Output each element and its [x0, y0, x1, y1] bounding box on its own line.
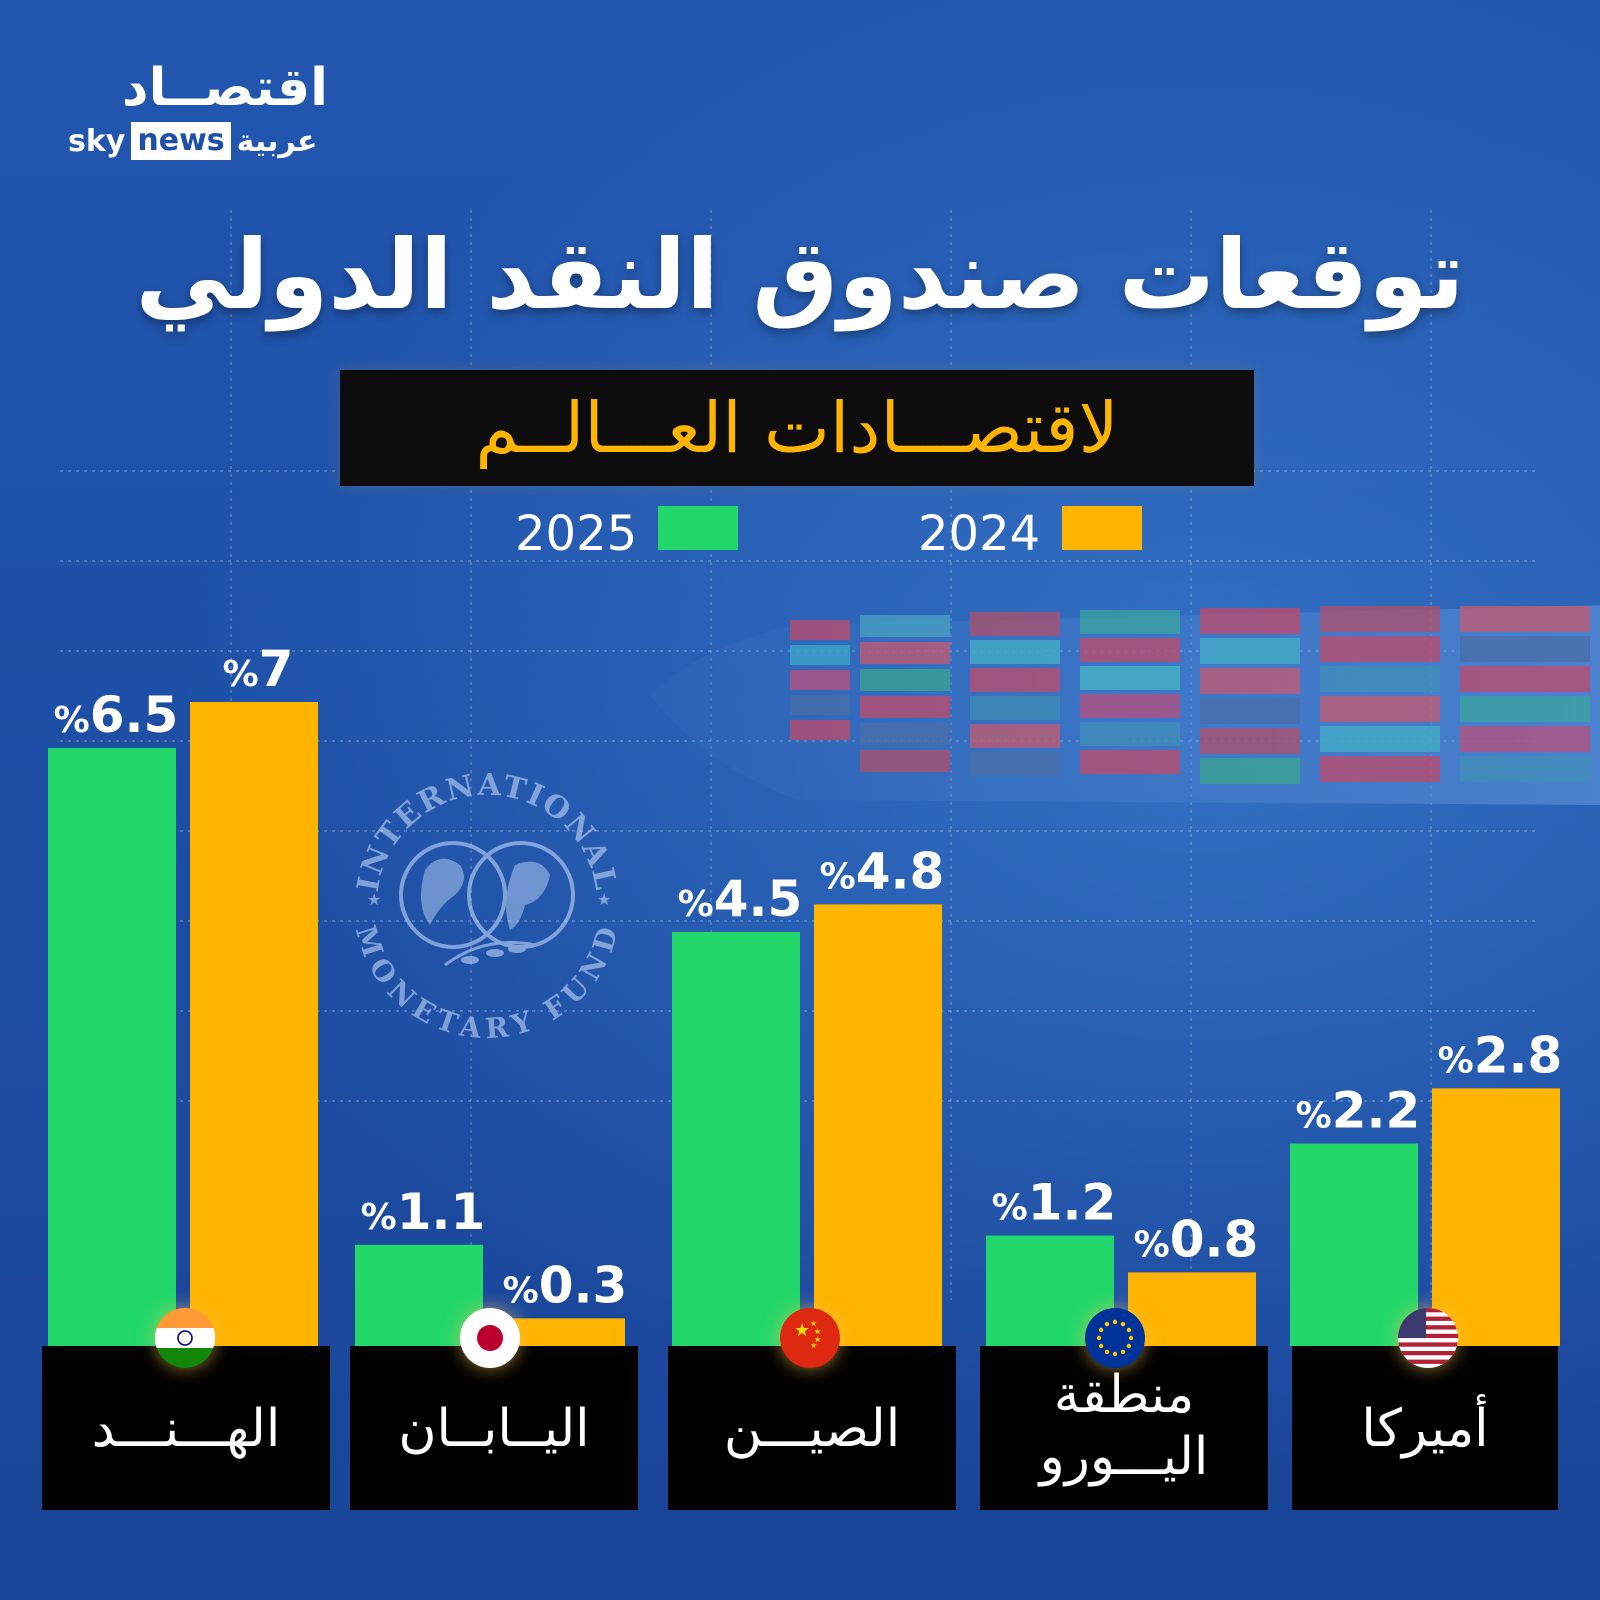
china-flag-icon: ★ ★ ★ ★ ★ — [780, 1308, 840, 1368]
grid-line — [60, 560, 1540, 562]
svg-text:★: ★ — [810, 1341, 817, 1350]
legend-label-2025: 2025 — [515, 506, 638, 562]
grid-line — [470, 210, 472, 1300]
logo-arabic-text: اقتصــاد — [121, 58, 328, 118]
bar-china-2025 — [672, 932, 800, 1346]
imf-seal-icon: INTERNATIONAL MONETARY FUND ★ ★ — [349, 768, 623, 1040]
svg-text:★: ★ — [367, 890, 381, 909]
page-subtitle: لاقتصـــادات العـــالــم — [475, 387, 1119, 469]
svg-text:★: ★ — [597, 890, 611, 909]
grid-line — [60, 830, 1540, 832]
data-label-japan-2024: %0.3 — [503, 1256, 628, 1314]
usa-flag-icon — [1398, 1308, 1458, 1368]
bar-usa-2025 — [1290, 1143, 1418, 1346]
subtitle-banner: لاقتصـــادات العـــالــم — [340, 370, 1254, 486]
category-label-japan: اليــابــان — [398, 1399, 590, 1459]
grid-line — [710, 210, 712, 1300]
legend-label-2024: 2024 — [918, 506, 1041, 562]
svg-text:★: ★ — [794, 1320, 810, 1341]
india-flag-icon — [155, 1308, 215, 1368]
category-label-china: الصيـــن — [723, 1399, 901, 1459]
svg-text:★: ★ — [810, 1319, 817, 1328]
logo-arabia: عربية — [236, 123, 318, 159]
data-label-china-2025: %4.5 — [678, 870, 803, 928]
data-label-india-2024: %7 — [223, 640, 294, 698]
category-box-usa: أميركا — [1292, 1346, 1558, 1510]
container-ship-image — [650, 605, 1600, 805]
eu-flag-icon — [1085, 1308, 1145, 1368]
legend-swatch-2024 — [1062, 506, 1142, 550]
category-box-japan: اليــابــان — [350, 1346, 638, 1510]
category-label-india: الهـــنـــد — [91, 1399, 281, 1459]
category-label-eurozone: منطقة — [1053, 1365, 1195, 1425]
data-label-usa-2025: %2.2 — [1296, 1082, 1421, 1140]
data-label-japan-2025: %1.1 — [361, 1183, 486, 1241]
bar-india-2025 — [48, 748, 176, 1346]
data-label-usa-2024: %2.8 — [1438, 1026, 1563, 1084]
sky-news-arabia-logo: اقتصــاد sky news عربية — [68, 60, 328, 170]
logo-sky: sky — [68, 123, 126, 159]
category-label-usa: أميركا — [1361, 1399, 1489, 1459]
category-box-eurozone: منطقة اليـــورو — [980, 1346, 1268, 1510]
category-box-india: الهـــنـــد — [42, 1346, 330, 1510]
bar-usa-2024 — [1432, 1088, 1560, 1346]
data-label-eurozone-2024: %0.8 — [1134, 1210, 1259, 1268]
category-label-eurozone: اليـــورو — [1039, 1427, 1209, 1487]
bar-eurozone-2024 — [1128, 1272, 1256, 1346]
svg-text:★: ★ — [814, 1327, 821, 1336]
data-label-india-2025: %6.5 — [54, 686, 179, 744]
data-label-china-2024: %4.8 — [820, 842, 945, 900]
category-box-china: الصيـــن — [668, 1346, 956, 1510]
bar-china-2024 — [814, 904, 942, 1346]
legend-swatch-2025 — [658, 506, 738, 550]
japan-flag-icon — [460, 1308, 520, 1368]
grid-line — [60, 920, 1540, 922]
data-label-eurozone-2025: %1.2 — [992, 1174, 1117, 1232]
page-title: توقعات صندوق النقد الدولي — [135, 219, 1465, 331]
svg-text:★: ★ — [814, 1335, 821, 1344]
logo-news: news — [131, 122, 231, 160]
bar-india-2024 — [190, 702, 318, 1346]
